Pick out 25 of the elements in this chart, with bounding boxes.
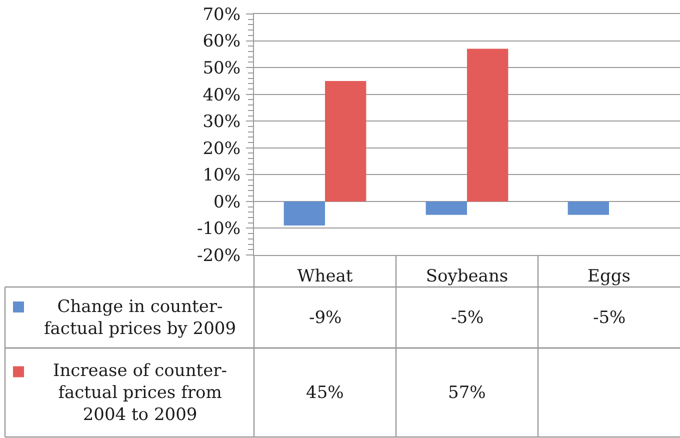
y-tick-label: 10% xyxy=(202,166,240,186)
bar xyxy=(426,201,467,215)
legend-label: Change in counter-factual prices by 2009 xyxy=(44,297,236,340)
y-tick-label: 50% xyxy=(202,58,240,79)
y-tick-label: 0% xyxy=(214,192,240,212)
data-label: -9% xyxy=(309,308,342,328)
bar xyxy=(284,201,325,226)
data-label: 57% xyxy=(448,383,486,403)
x-tick-label: Wheat xyxy=(297,266,353,286)
y-tick-label: 70% xyxy=(202,4,240,25)
y-tick-label: 40% xyxy=(202,85,240,106)
bar xyxy=(568,201,609,215)
y-tick-label: 30% xyxy=(202,112,240,132)
y-tick-label: -20% xyxy=(196,246,240,266)
data-label: -5% xyxy=(451,308,484,328)
y-tick-label: 60% xyxy=(202,32,240,52)
data-label: 45% xyxy=(306,383,344,403)
y-tick-label: 20% xyxy=(202,138,240,159)
x-tick-label: Soybeans xyxy=(426,266,508,286)
data-label: -5% xyxy=(593,308,626,328)
bar xyxy=(467,48,508,202)
x-tick-label: Eggs xyxy=(588,266,630,286)
legend-label: Increase of counter-factual prices from 2004 to 2009 xyxy=(53,361,228,426)
y-tick-label: -10% xyxy=(196,219,240,240)
bar xyxy=(325,80,366,202)
